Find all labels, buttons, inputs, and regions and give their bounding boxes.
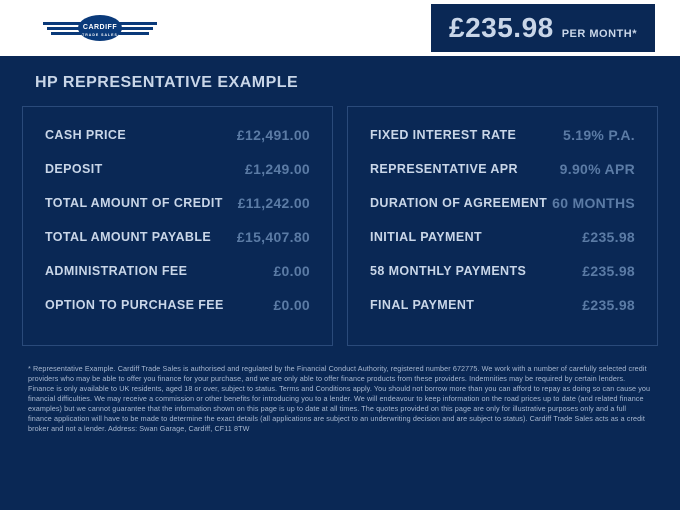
row-value: 60 MONTHS <box>552 195 635 211</box>
finance-row: DEPOSIT £1,249.00 <box>45 161 310 177</box>
row-label: FINAL PAYMENT <box>370 298 474 312</box>
row-value: £0.00 <box>273 263 310 279</box>
finance-row: OPTION TO PURCHASE FEE £0.00 <box>45 297 310 313</box>
header-bar: CARDIFF TRADE SALES £235.98 PER MONTH* <box>0 0 680 56</box>
row-label: DEPOSIT <box>45 162 103 176</box>
svg-text:CARDIFF: CARDIFF <box>83 24 117 31</box>
row-label: OPTION TO PURCHASE FEE <box>45 298 224 312</box>
brand-logo: CARDIFF TRADE SALES <box>35 8 165 48</box>
row-label: ADMINISTRATION FEE <box>45 264 187 278</box>
panels: CASH PRICE £12,491.00 DEPOSIT £1,249.00 TOTA… <box>0 106 680 346</box>
row-value: 5.19% P.A. <box>563 127 635 143</box>
row-value: £15,407.80 <box>237 229 310 245</box>
finance-row: CASH PRICE £12,491.00 <box>45 127 310 143</box>
row-value: 9.90% APR <box>560 161 635 177</box>
monthly-price: £235.98 <box>449 12 554 44</box>
finance-row: REPRESENTATIVE APR 9.90% APR <box>370 161 635 177</box>
row-label: TOTAL AMOUNT OF CREDIT <box>45 196 223 210</box>
row-value: £235.98 <box>582 229 635 245</box>
row-value: £0.00 <box>273 297 310 313</box>
row-value: £235.98 <box>582 263 635 279</box>
row-label: CASH PRICE <box>45 128 126 142</box>
finance-row: FINAL PAYMENT £235.98 <box>370 297 635 313</box>
row-value: £235.98 <box>582 297 635 313</box>
row-value: £12,491.00 <box>237 127 310 143</box>
finance-row: 58 MONTHLY PAYMENTS £235.98 <box>370 263 635 279</box>
svg-text:TRADE SALES: TRADE SALES <box>82 33 118 37</box>
row-value: £11,242.00 <box>238 195 310 211</box>
finance-row: FIXED INTEREST RATE 5.19% P.A. <box>370 127 635 143</box>
finance-row: TOTAL AMOUNT PAYABLE £15,407.80 <box>45 229 310 245</box>
row-label: TOTAL AMOUNT PAYABLE <box>45 230 211 244</box>
finance-row: TOTAL AMOUNT OF CREDIT £11,242.00 <box>45 195 310 211</box>
price-period: PER MONTH* <box>562 28 637 40</box>
row-label: INITIAL PAYMENT <box>370 230 482 244</box>
left-panel: CASH PRICE £12,491.00 DEPOSIT £1,249.00 TOTA… <box>22 106 333 346</box>
price-block: £235.98 PER MONTH* <box>431 4 655 52</box>
finance-row: INITIAL PAYMENT £235.98 <box>370 229 635 245</box>
row-label: REPRESENTATIVE APR <box>370 162 518 176</box>
row-value: £1,249.00 <box>245 161 310 177</box>
right-panel: FIXED INTEREST RATE 5.19% P.A. REPRESENTAT… <box>347 106 658 346</box>
disclaimer-text: * Representative Example. Cardiff Trade … <box>0 346 680 435</box>
finance-row: ADMINISTRATION FEE £0.00 <box>45 263 310 279</box>
row-label: FIXED INTEREST RATE <box>370 128 516 142</box>
finance-row: DURATION OF AGREEMENT 60 MONTHS <box>370 195 635 211</box>
row-label: 58 MONTHLY PAYMENTS <box>370 264 526 278</box>
row-label: DURATION OF AGREEMENT <box>370 196 547 210</box>
page-title: HP REPRESENTATIVE EXAMPLE <box>0 56 680 106</box>
